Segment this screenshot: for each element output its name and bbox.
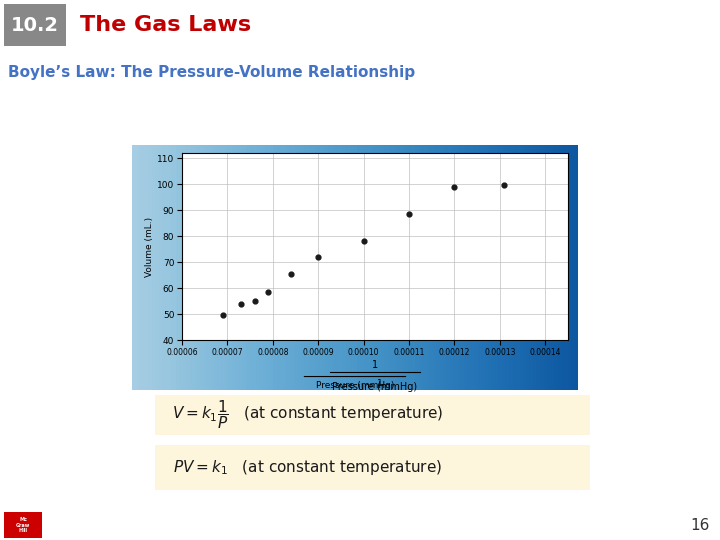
Text: 16: 16 <box>690 518 710 532</box>
Text: 1: 1 <box>377 379 383 388</box>
Text: $PV = k_1$   (at constant temperature): $PV = k_1$ (at constant temperature) <box>173 458 442 477</box>
FancyBboxPatch shape <box>4 512 42 538</box>
Text: Pressure (mmHg): Pressure (mmHg) <box>316 381 394 390</box>
Text: 10.2: 10.2 <box>11 16 59 35</box>
FancyBboxPatch shape <box>4 4 66 46</box>
Text: Mc
Graw
Hill: Mc Graw Hill <box>16 517 30 534</box>
Text: Boyle’s Law: The Pressure-Volume Relationship: Boyle’s Law: The Pressure-Volume Relatio… <box>8 65 415 80</box>
Text: The Gas Laws: The Gas Laws <box>80 15 251 35</box>
Text: Pressure (mmHg): Pressure (mmHg) <box>333 382 418 392</box>
Text: $V = k_1\dfrac{1}{P}$   (at constant temperature): $V = k_1\dfrac{1}{P}$ (at constant tempe… <box>171 399 443 431</box>
Text: 1: 1 <box>372 360 378 369</box>
